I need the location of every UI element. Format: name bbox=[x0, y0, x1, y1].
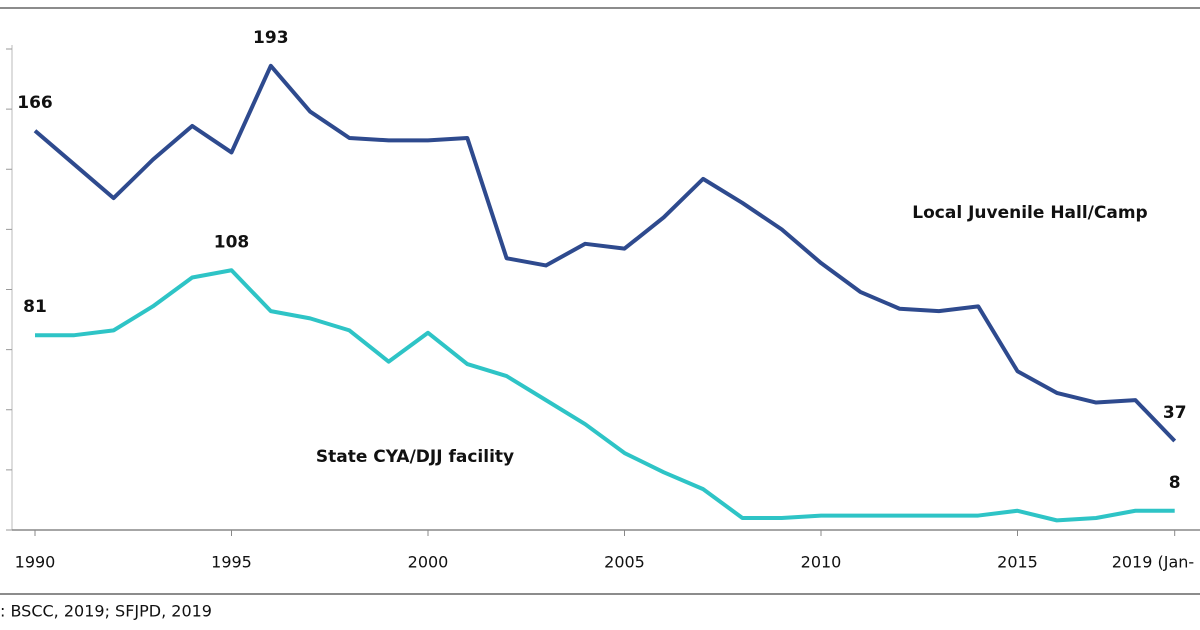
data-label: 37 bbox=[1163, 403, 1187, 423]
x-tick-label: 2000 bbox=[408, 553, 449, 572]
data-label: 8 bbox=[1169, 473, 1181, 493]
x-tick-label: 1995 bbox=[211, 553, 252, 572]
x-tick-label: 2010 bbox=[801, 553, 842, 572]
line-series bbox=[35, 268, 1175, 523]
x-tick-label: 2019 (Jan- bbox=[1112, 553, 1194, 572]
data-label: 166 bbox=[17, 93, 53, 113]
x-tick-label: 2005 bbox=[604, 553, 645, 572]
series-label: State CYA/DJJ facility bbox=[316, 447, 514, 467]
data-label: 193 bbox=[253, 28, 289, 48]
line-series bbox=[33, 63, 1177, 443]
data-label: 108 bbox=[214, 232, 250, 252]
x-tick-label: 1990 bbox=[15, 553, 56, 572]
x-tick-label: 2015 bbox=[997, 553, 1038, 572]
source: : BSCC, 2019; SFJPD, 2019 bbox=[0, 602, 212, 621]
data-label: 81 bbox=[23, 297, 47, 317]
series-label: Local Juvenile Hall/Camp bbox=[912, 203, 1147, 223]
